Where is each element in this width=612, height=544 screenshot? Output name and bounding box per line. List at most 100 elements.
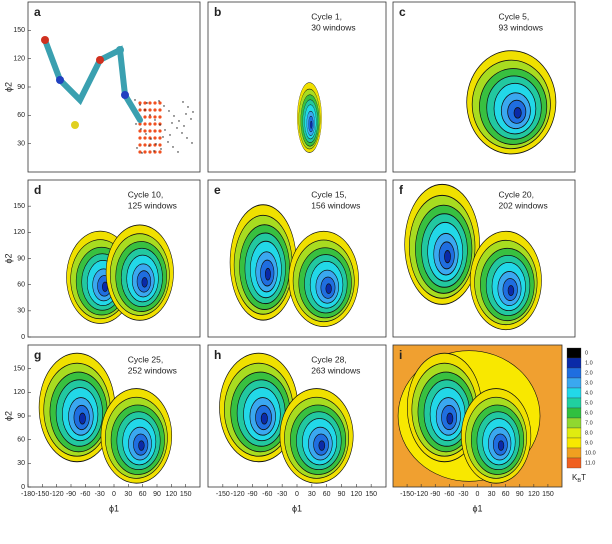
x-tick-label: 90 xyxy=(516,491,524,498)
window-dot xyxy=(148,101,152,105)
sample-dot xyxy=(154,119,156,121)
window-dot xyxy=(158,122,162,126)
panel-letter: b xyxy=(214,5,221,19)
window-dot xyxy=(143,129,147,133)
x-tick-label: 60 xyxy=(323,491,331,498)
x-axis-title: ϕ1 xyxy=(472,503,482,513)
colorbar-title-part: T xyxy=(581,473,586,482)
x-tick-label: 0 xyxy=(476,491,480,498)
panel-frame xyxy=(207,1,387,173)
window-dot xyxy=(158,143,162,147)
x-tick-label: 120 xyxy=(350,491,362,498)
sample-dot xyxy=(141,152,143,154)
panel: d Cycle 10,125 windows 0 30 60 90 120 150 ϕ2 xyxy=(3,179,201,341)
cycle-annotation: 252 windows xyxy=(128,365,177,375)
sample-dot xyxy=(181,132,183,134)
sample-dot xyxy=(176,127,178,129)
x-tick-label: 120 xyxy=(528,491,540,498)
energy-basin xyxy=(460,388,532,484)
colorbar-band xyxy=(566,357,582,369)
colorbar-label: 5.0 xyxy=(585,400,593,406)
colorbar-band xyxy=(566,377,582,389)
y-tick-label: 60 xyxy=(17,112,25,119)
panel-letter: d xyxy=(34,183,41,197)
x-tick-label: 90 xyxy=(338,491,346,498)
window-dot xyxy=(138,108,142,112)
sample-dot xyxy=(187,106,189,108)
y-tick-label: 150 xyxy=(13,27,25,34)
colorbar-band xyxy=(566,437,582,449)
window-dot xyxy=(143,136,147,140)
cycle-annotation: 93 windows xyxy=(499,22,543,32)
colorbar-title-part: K xyxy=(572,473,578,482)
window-dot xyxy=(158,129,162,133)
colorbar-band xyxy=(566,457,582,469)
x-tick-label: -90 xyxy=(430,491,440,498)
colorbar-label: 10.0 xyxy=(585,450,596,456)
panel: e Cycle 15,156 windows xyxy=(207,179,387,338)
energy-basin xyxy=(466,50,557,155)
x-tick-label: 0 xyxy=(295,491,299,498)
colorbar-band xyxy=(566,347,582,359)
x-tick-label: 150 xyxy=(180,491,192,498)
y-tick-label: 120 xyxy=(13,56,25,63)
atom xyxy=(41,36,49,44)
colorbar-band xyxy=(566,417,582,429)
colorbar-band xyxy=(566,387,582,399)
panel-frame xyxy=(392,179,576,338)
colorbar-band xyxy=(566,397,582,409)
sample-dot xyxy=(135,123,137,125)
sample-dot xyxy=(153,150,155,152)
sample-dot xyxy=(162,136,164,138)
x-tick-label: -180 xyxy=(21,491,35,498)
x-tick-label: 30 xyxy=(124,491,132,498)
cycle-annotation: 125 windows xyxy=(128,200,177,210)
panel-letter: h xyxy=(214,348,221,362)
sample-dot xyxy=(183,125,185,127)
y-tick-label: 90 xyxy=(17,255,25,262)
window-dot xyxy=(153,115,157,119)
panel: i -150 -120 -90 -60 -30 0 30 60 90 120 150 ϕ1 0 1.0 2.0… xyxy=(392,344,596,513)
y-tick-label: 90 xyxy=(17,84,25,91)
sample-dot xyxy=(164,129,166,131)
colorbar-band xyxy=(566,367,582,379)
atom xyxy=(56,76,64,84)
x-axis-title: ϕ1 xyxy=(292,503,302,513)
cycle-annotation: Cycle 28, xyxy=(311,354,346,364)
panel-frame xyxy=(207,179,387,338)
sample-dot xyxy=(192,111,194,113)
y-tick-label: 120 xyxy=(13,229,25,236)
x-tick-label: -120 xyxy=(414,491,428,498)
y-tick-label: 60 xyxy=(17,282,25,289)
x-tick-label: -60 xyxy=(262,491,272,498)
window-dot xyxy=(143,122,147,126)
x-tick-label: 150 xyxy=(365,491,377,498)
colorbar-label: 1.0 xyxy=(585,360,593,366)
window-dot xyxy=(143,115,147,119)
x-tick-label: -150 xyxy=(400,491,414,498)
window-dot xyxy=(138,122,142,126)
colorbar-label: 8.0 xyxy=(585,430,593,436)
sample-dot xyxy=(163,105,165,107)
x-tick-label: -150 xyxy=(216,491,230,498)
cycle-annotation: Cycle 15, xyxy=(311,189,346,199)
sample-dot xyxy=(191,142,193,144)
cycle-annotation: Cycle 20, xyxy=(499,189,534,199)
colorbar-label: 7.0 xyxy=(585,420,593,426)
window-dot xyxy=(148,115,152,119)
sample-dot xyxy=(171,122,173,124)
sample-dot xyxy=(173,115,175,117)
colorbar-band xyxy=(566,447,582,459)
sample-dot xyxy=(185,113,187,115)
sample-dot xyxy=(169,134,171,136)
x-tick-label: -90 xyxy=(247,491,257,498)
window-dot xyxy=(138,150,142,154)
x-tick-label: 60 xyxy=(139,491,147,498)
x-tick-label: 90 xyxy=(153,491,161,498)
window-dot xyxy=(158,108,162,112)
panel-letter: c xyxy=(399,5,406,19)
cycle-annotation: Cycle 1, xyxy=(311,11,342,21)
x-tick-label: -90 xyxy=(66,491,76,498)
sample-dot xyxy=(190,118,192,120)
